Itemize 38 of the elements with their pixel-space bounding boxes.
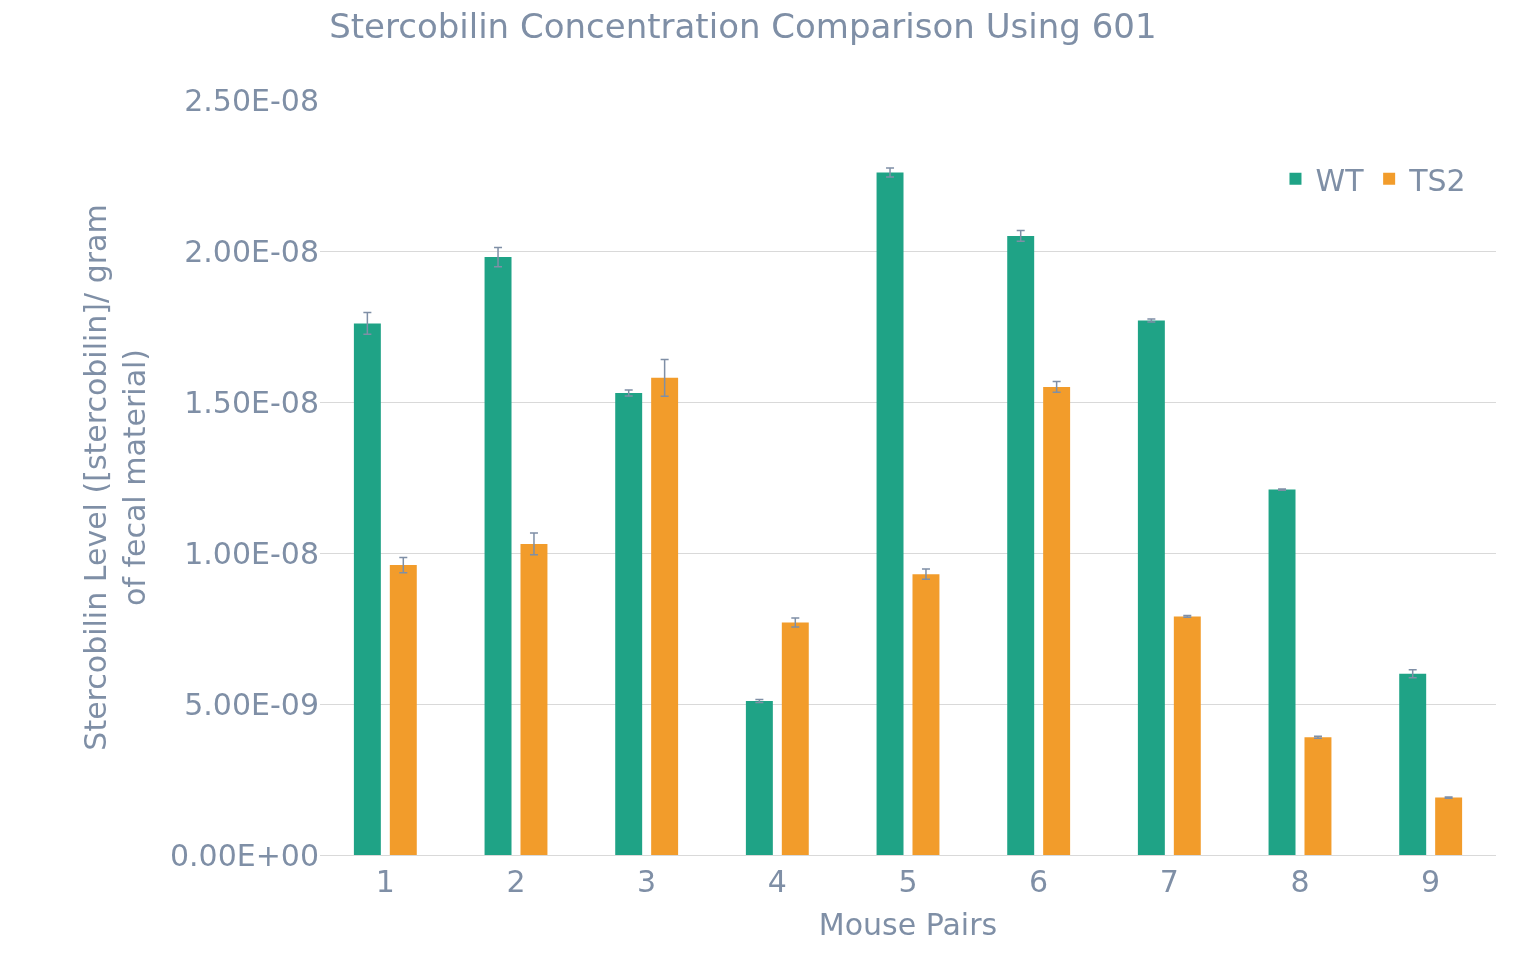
x-tick-label: 4 — [767, 864, 787, 899]
x-tick-label: 1 — [375, 864, 395, 899]
y-tick-label: 1.00E-08 — [184, 535, 319, 571]
chart-title: Stercobilin Concentration Comparison Using 601 — [329, 6, 1157, 47]
x-tick-label: 8 — [1290, 864, 1310, 899]
legend-label: TS2 — [1408, 162, 1466, 198]
bar — [745, 700, 773, 855]
y-tick-label: 2.50E-08 — [184, 82, 319, 118]
x-tick-label: 7 — [1159, 864, 1179, 899]
bar — [1435, 797, 1463, 855]
bar — [1268, 489, 1296, 855]
x-tick-label: 9 — [1421, 864, 1441, 899]
bar — [389, 565, 417, 855]
x-axis-title: Mouse Pairs — [818, 906, 998, 942]
bar — [1399, 673, 1427, 855]
x-tick-label: 6 — [1029, 864, 1049, 899]
x-tick-label: 3 — [637, 864, 657, 899]
bar — [1304, 737, 1332, 855]
bar — [353, 323, 381, 855]
y-tick-label: 0.00E+00 — [169, 837, 319, 873]
bar — [1007, 235, 1035, 855]
bar — [651, 377, 679, 855]
x-tick-label: 5 — [898, 864, 918, 899]
bar — [1137, 320, 1165, 855]
bar — [484, 257, 512, 855]
bar — [876, 172, 904, 855]
bar — [615, 392, 643, 855]
bar — [912, 574, 940, 855]
bar — [781, 622, 809, 855]
legend-label: WT — [1315, 162, 1365, 198]
x-tick-label: 2 — [506, 864, 526, 899]
y-tick-label: 1.50E-08 — [184, 384, 319, 420]
bar — [1173, 616, 1201, 855]
y-axis-title: Stercobilin Level ([stercobilin]/ gram of fecal material) — [77, 204, 152, 751]
y-tick-label: 5.00E-09 — [184, 686, 319, 722]
y-tick-label: 2.00E-08 — [184, 233, 319, 269]
bar — [1043, 386, 1071, 855]
bar — [520, 543, 548, 855]
